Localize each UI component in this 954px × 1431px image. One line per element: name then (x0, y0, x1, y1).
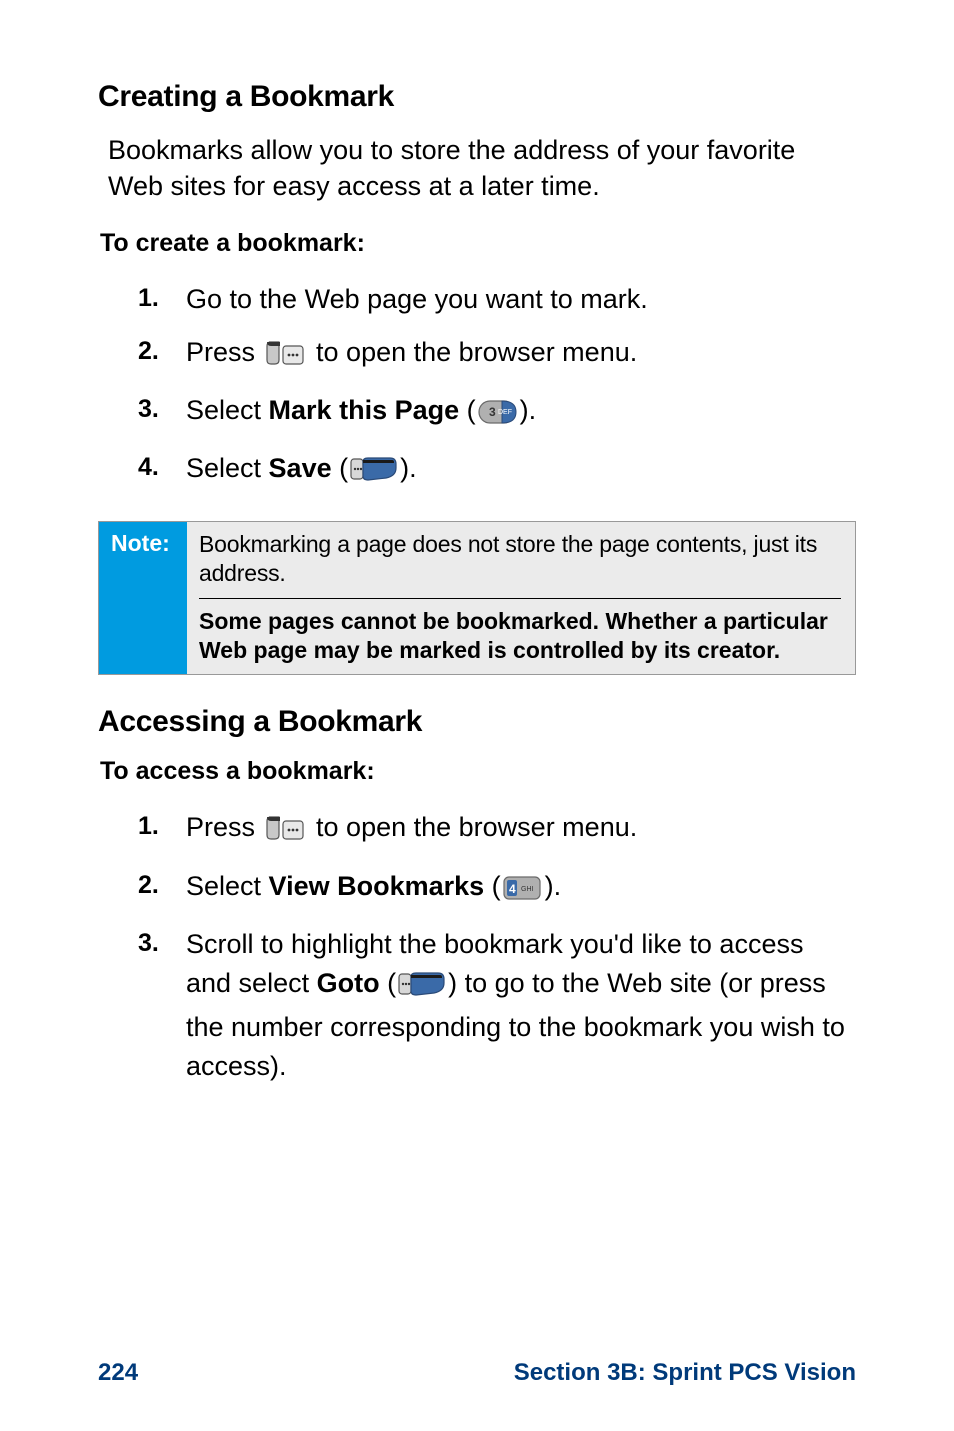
intro-text: Bookmarks allow you to store the address… (108, 132, 856, 205)
step-num: 2. (138, 867, 159, 903)
note-box: Note: Bookmarking a page does not store … (98, 521, 856, 675)
step-bold: Mark this Page (269, 395, 460, 425)
left-softkey-icon (398, 969, 446, 1008)
step-bold: Goto (317, 968, 380, 998)
note-label: Note: (99, 522, 187, 674)
step-text: ). (545, 871, 562, 901)
step-text: Select (186, 871, 269, 901)
note-body: Bookmarking a page does not store the pa… (187, 522, 855, 674)
step-2: 2. Select View Bookmarks (). (138, 867, 856, 911)
step-text: ). (400, 453, 417, 483)
step-2: 2. Press to open the browser menu. (138, 333, 856, 377)
page-footer: 224 Section 3B: Sprint PCS Vision (98, 1359, 856, 1387)
page-number: 224 (98, 1359, 138, 1387)
left-softkey-icon (350, 454, 398, 493)
step-num: 3. (138, 391, 159, 427)
step-num: 1. (138, 808, 159, 844)
step-text: Select (186, 395, 269, 425)
step-text: Go to the Web page you want to mark. (186, 284, 648, 314)
step-num: 2. (138, 333, 159, 369)
step-text: Press (186, 812, 263, 842)
step-bold: Save (269, 453, 332, 483)
steps-access: 1. Press to open the browser menu. 2. Se… (138, 808, 856, 1086)
step-text: Select (186, 453, 269, 483)
section-label: Section 3B: Sprint PCS Vision (514, 1359, 856, 1387)
steps-create: 1. Go to the Web page you want to mark. … (138, 280, 856, 494)
step-text: ). (520, 395, 537, 425)
heading-creating-bookmark: Creating a Bookmark (98, 80, 856, 114)
step-bold: View Bookmarks (269, 871, 485, 901)
step-num: 4. (138, 449, 159, 485)
step-1: 1. Press to open the browser menu. (138, 808, 856, 852)
key-4-icon (503, 872, 543, 911)
step-text: Press (186, 337, 263, 367)
step-text: ( (380, 968, 397, 998)
step-text: ( (459, 395, 476, 425)
step-4: 4. Select Save (). (138, 449, 856, 493)
step-num: 3. (138, 925, 159, 961)
note-line-2: Some pages cannot be bookmarked. Whether… (199, 607, 841, 665)
heading-accessing-bookmark: Accessing a Bookmark (98, 705, 856, 739)
step-text: ( (484, 871, 501, 901)
step-text: ( (332, 453, 349, 483)
step-3: 3. Select Mark this Page (). (138, 391, 856, 435)
softkey-icon (265, 813, 307, 852)
key-3-icon (478, 396, 518, 435)
step-text: to open the browser menu. (309, 337, 638, 367)
step-num: 1. (138, 280, 159, 316)
step-text: to open the browser menu. (309, 812, 638, 842)
sub-create: To create a bookmark: (100, 229, 856, 258)
note-line-1: Bookmarking a page does not store the pa… (199, 530, 841, 599)
softkey-icon (265, 338, 307, 377)
sub-access: To access a bookmark: (100, 757, 856, 786)
step-3: 3. Scroll to highlight the bookmark you'… (138, 925, 856, 1087)
step-1: 1. Go to the Web page you want to mark. (138, 280, 856, 319)
